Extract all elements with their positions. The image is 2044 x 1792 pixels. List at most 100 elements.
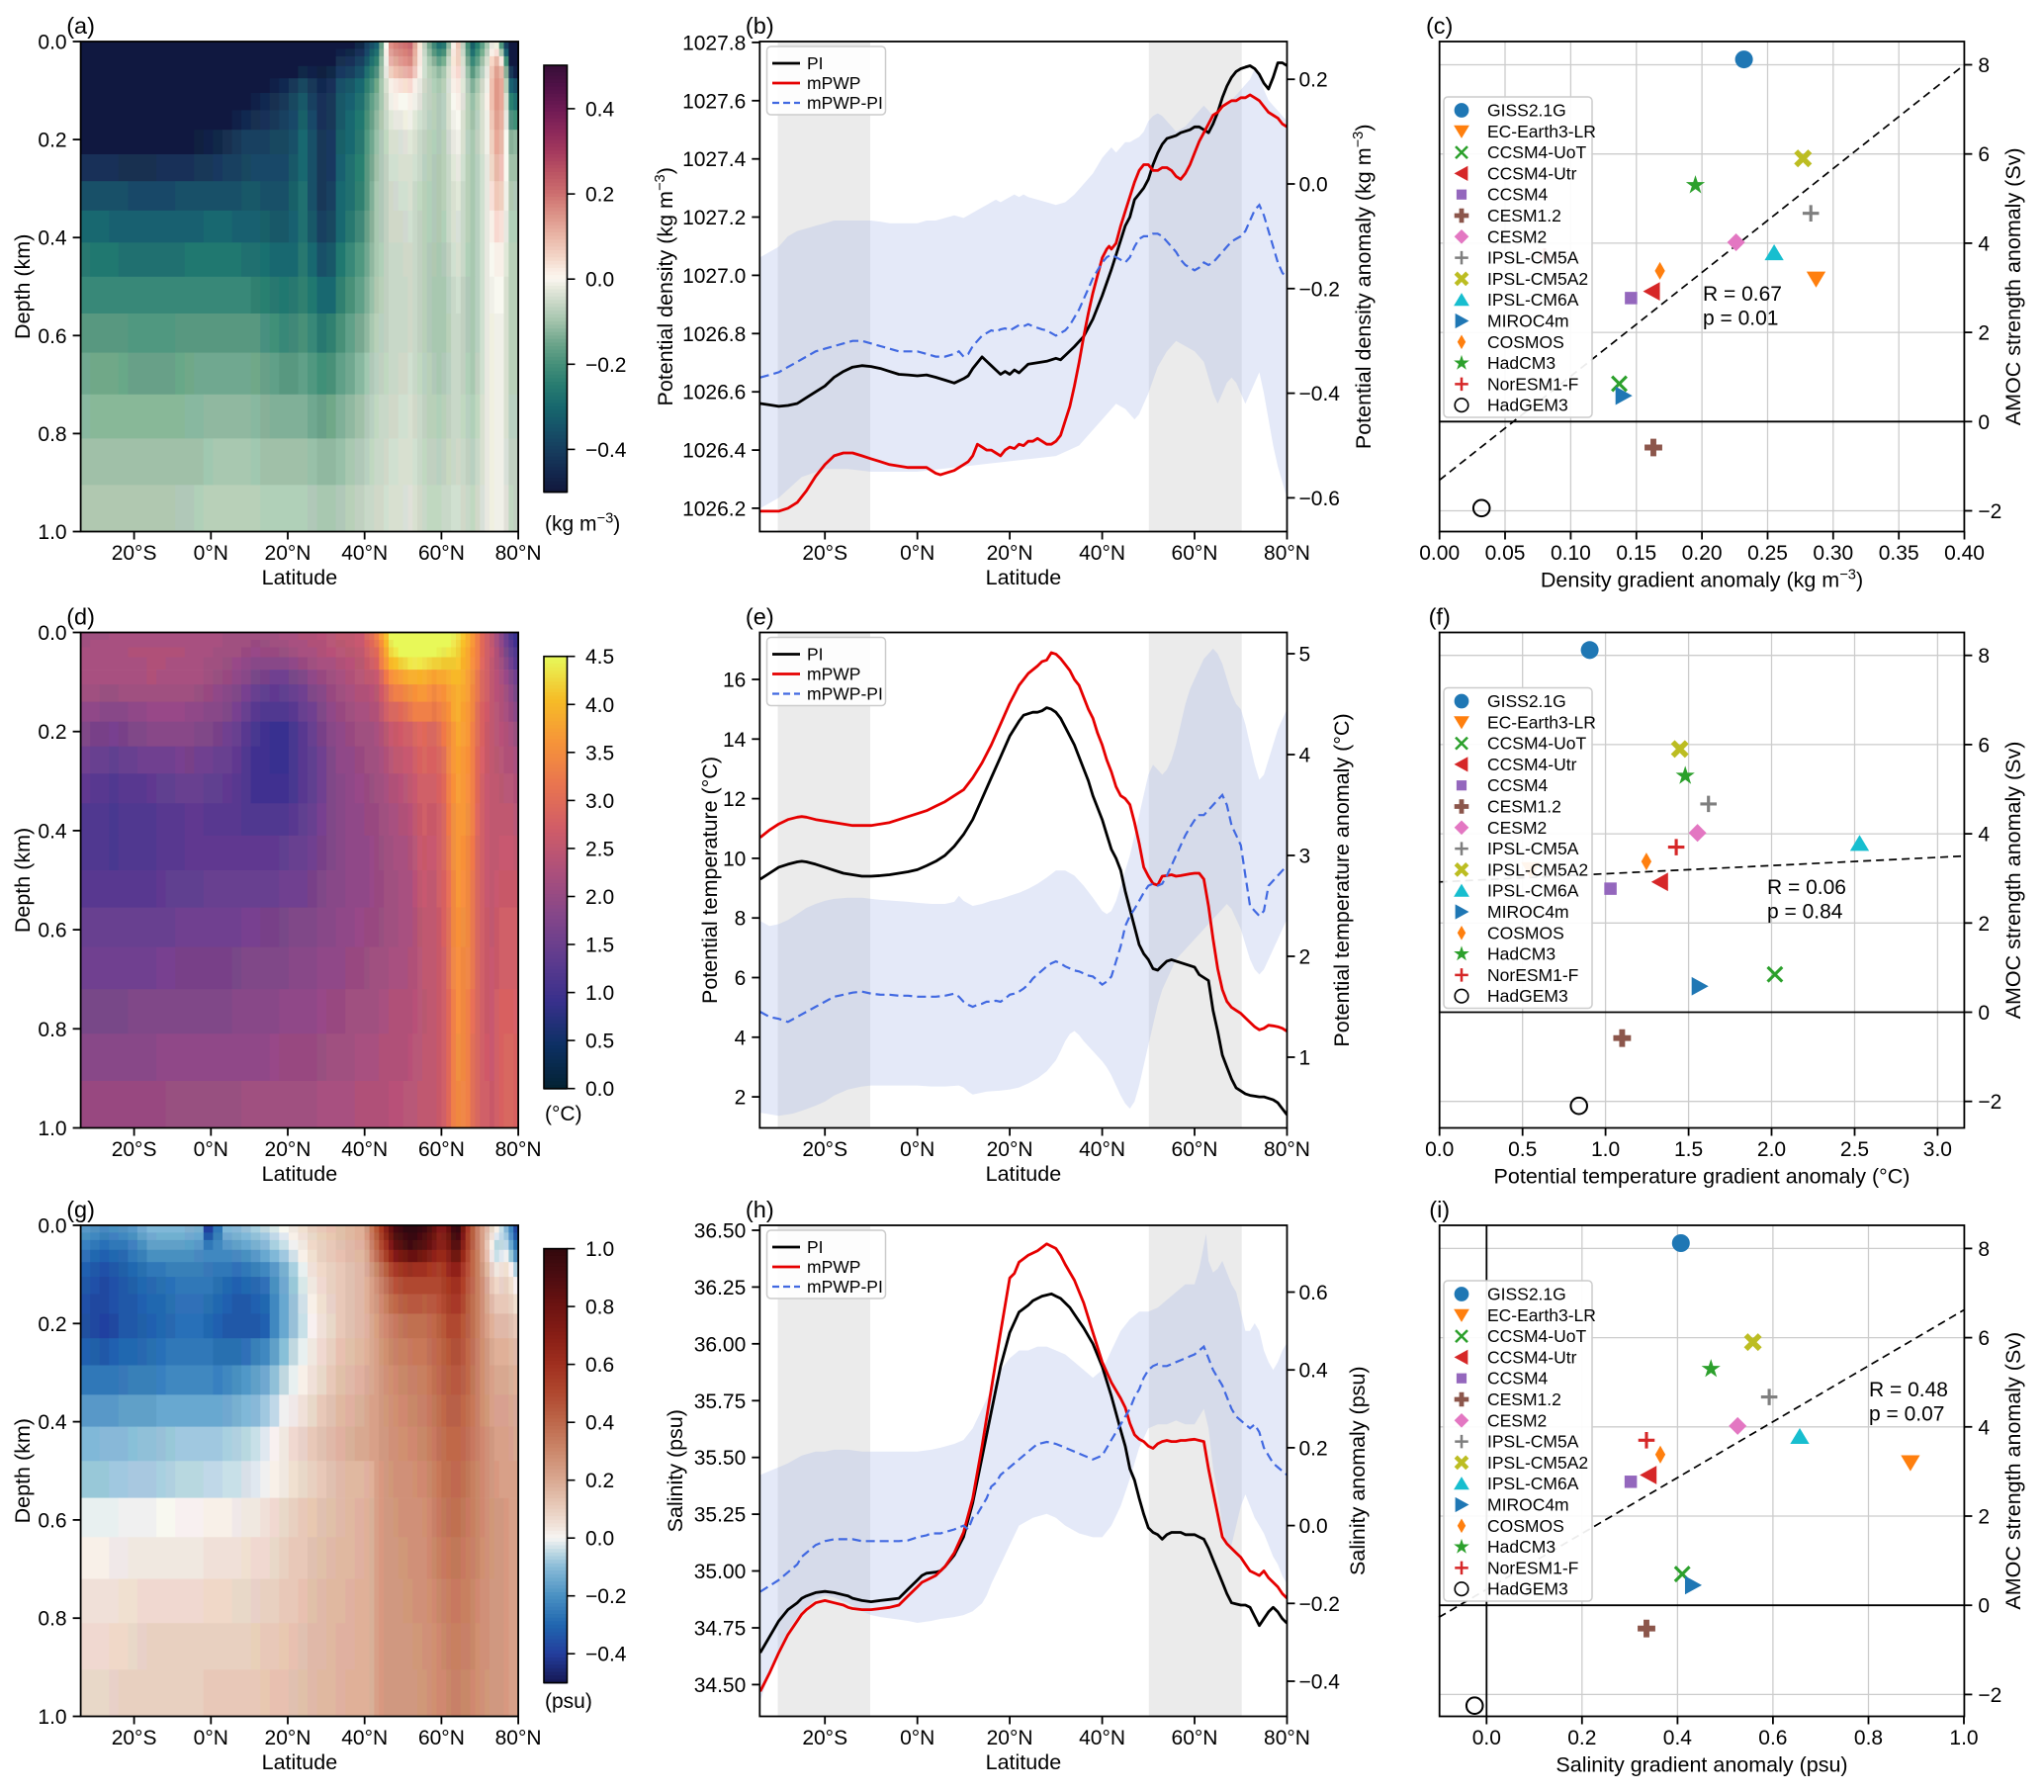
svg-text:Density gradient anomaly (kg m: Density gradient anomaly (kg m−3): [1541, 568, 1863, 592]
svg-text:Latitude: Latitude: [986, 1162, 1062, 1186]
svg-text:20°S: 20°S: [802, 1138, 847, 1161]
svg-text:1.0: 1.0: [585, 982, 614, 1005]
svg-text:mPWP-PI: mPWP-PI: [807, 93, 883, 113]
svg-text:2: 2: [1299, 946, 1311, 969]
svg-text:36.00: 36.00: [694, 1333, 747, 1356]
svg-text:CCSM4: CCSM4: [1487, 1369, 1549, 1389]
svg-text:0.6: 0.6: [38, 325, 66, 348]
svg-text:AMOC strength anomaly (Sv): AMOC strength anomaly (Sv): [2001, 1332, 2025, 1610]
svg-text:EC-Earth3-LR: EC-Earth3-LR: [1487, 122, 1596, 141]
svg-text:1.5: 1.5: [585, 935, 614, 957]
svg-text:36.25: 36.25: [694, 1277, 747, 1299]
svg-text:CCSM4-UoT: CCSM4-UoT: [1487, 734, 1586, 754]
svg-text:35.75: 35.75: [694, 1390, 747, 1413]
svg-text:0°N: 0°N: [900, 1138, 934, 1161]
svg-text:−0.2: −0.2: [1299, 1593, 1340, 1616]
svg-text:COSMOS: COSMOS: [1487, 923, 1564, 942]
svg-text:HadCM3: HadCM3: [1487, 353, 1555, 373]
svg-text:2: 2: [735, 1087, 747, 1110]
svg-text:EC-Earth3-LR: EC-Earth3-LR: [1487, 1305, 1596, 1325]
svg-text:0.4: 0.4: [38, 820, 67, 843]
svg-text:4: 4: [1978, 232, 1990, 255]
svg-text:40°N: 40°N: [1079, 1138, 1125, 1161]
svg-text:0.8: 0.8: [38, 1608, 66, 1631]
svg-text:0°N: 0°N: [900, 542, 934, 565]
svg-text:8: 8: [1978, 1238, 1990, 1261]
svg-text:36.50: 36.50: [694, 1220, 747, 1243]
svg-text:CESM2: CESM2: [1487, 1410, 1547, 1430]
svg-text:AMOC strength anomaly (Sv): AMOC strength anomaly (Sv): [2001, 742, 2025, 1020]
svg-text:8: 8: [1978, 645, 1990, 668]
svg-text:0.4: 0.4: [585, 98, 615, 121]
svg-text:4.0: 4.0: [585, 694, 614, 717]
svg-text:(b): (b): [746, 13, 774, 39]
svg-text:(c): (c): [1426, 13, 1453, 39]
svg-text:Potential temperature (°C): Potential temperature (°C): [698, 757, 722, 1004]
svg-text:80°N: 80°N: [1264, 1727, 1310, 1749]
svg-text:HadGEM3: HadGEM3: [1487, 396, 1568, 415]
svg-text:mPWP: mPWP: [807, 73, 860, 93]
svg-text:Salinity (psu): Salinity (psu): [664, 1409, 687, 1532]
svg-text:40°N: 40°N: [341, 1727, 388, 1749]
svg-text:80°N: 80°N: [1264, 542, 1310, 565]
svg-text:HadGEM3: HadGEM3: [1487, 1579, 1568, 1599]
svg-text:20°S: 20°S: [112, 1138, 157, 1161]
svg-text:1026.8: 1026.8: [682, 323, 746, 346]
svg-text:4.5: 4.5: [585, 646, 614, 669]
svg-text:CESM2: CESM2: [1487, 226, 1547, 246]
svg-text:14: 14: [723, 729, 747, 752]
svg-text:Latitude: Latitude: [986, 566, 1062, 589]
svg-text:(e): (e): [746, 604, 774, 630]
svg-text:35.50: 35.50: [694, 1447, 747, 1470]
svg-text:16: 16: [723, 670, 746, 692]
svg-text:MIROC4m: MIROC4m: [1487, 902, 1569, 922]
svg-text:60°N: 60°N: [418, 542, 465, 565]
svg-text:−2: −2: [1978, 500, 2001, 523]
svg-text:0.2: 0.2: [1567, 1727, 1596, 1749]
svg-text:3.0: 3.0: [1923, 1138, 1952, 1161]
svg-text:Potential temperature gradient: Potential temperature gradient anomaly (…: [1494, 1165, 1911, 1189]
svg-text:HadCM3: HadCM3: [1487, 944, 1555, 964]
svg-text:0.6: 0.6: [1758, 1727, 1787, 1749]
svg-text:1027.2: 1027.2: [682, 207, 746, 229]
svg-text:IPSL-CM5A2: IPSL-CM5A2: [1487, 269, 1588, 289]
svg-text:60°N: 60°N: [1172, 1727, 1218, 1749]
svg-text:(°C): (°C): [545, 1103, 582, 1125]
svg-text:6: 6: [735, 967, 747, 990]
svg-text:0.2: 0.2: [38, 130, 66, 152]
svg-text:8: 8: [735, 908, 747, 931]
svg-text:3: 3: [1299, 846, 1311, 868]
svg-text:CCSM4: CCSM4: [1487, 775, 1549, 795]
svg-text:0.0: 0.0: [1299, 1515, 1328, 1538]
svg-text:0.2: 0.2: [585, 184, 614, 207]
svg-text:2: 2: [1978, 1506, 1990, 1529]
svg-text:−0.6: −0.6: [1299, 488, 1340, 510]
svg-text:EC-Earth3-LR: EC-Earth3-LR: [1487, 712, 1596, 732]
svg-text:10: 10: [723, 848, 746, 870]
svg-text:34.50: 34.50: [694, 1674, 747, 1697]
svg-text:0°N: 0°N: [194, 542, 228, 565]
svg-text:0.8: 0.8: [1854, 1727, 1883, 1749]
svg-text:Potential density anomaly (kg: Potential density anomaly (kg m−3): [1351, 124, 1376, 449]
svg-text:mPWP: mPWP: [807, 1257, 860, 1277]
svg-text:2.5: 2.5: [585, 838, 614, 860]
svg-text:MIROC4m: MIROC4m: [1487, 312, 1569, 331]
svg-text:8: 8: [1978, 54, 1990, 77]
svg-text:PI: PI: [807, 1237, 824, 1257]
svg-text:0.40: 0.40: [1944, 542, 1985, 565]
svg-text:mPWP-PI: mPWP-PI: [807, 684, 883, 704]
svg-text:NorESM1-F: NorESM1-F: [1487, 1558, 1578, 1577]
svg-text:(f): (f): [1429, 604, 1451, 630]
svg-text:12: 12: [723, 788, 746, 811]
svg-text:20°N: 20°N: [265, 1727, 311, 1749]
svg-text:Depth (km): Depth (km): [11, 828, 35, 933]
svg-text:0.0: 0.0: [1299, 174, 1328, 197]
svg-text:60°N: 60°N: [418, 1138, 465, 1161]
svg-text:HadGEM3: HadGEM3: [1487, 986, 1568, 1006]
svg-text:0.2: 0.2: [1299, 1437, 1328, 1460]
svg-text:0.0: 0.0: [38, 32, 66, 54]
svg-text:6: 6: [1978, 734, 1990, 757]
svg-text:Latitude: Latitude: [986, 1750, 1062, 1774]
svg-text:CCSM4-UoT: CCSM4-UoT: [1487, 142, 1586, 162]
svg-text:0.5: 0.5: [585, 1030, 614, 1053]
